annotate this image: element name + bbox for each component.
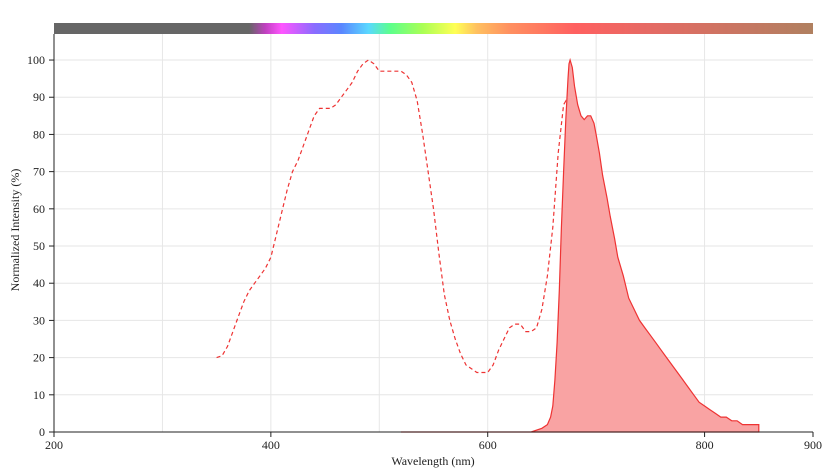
x-tick-label: 800 <box>696 438 714 452</box>
y-axis-title: Normalized Intensity (%) <box>8 169 22 292</box>
y-tick-label: 90 <box>33 90 45 104</box>
excitation-line <box>216 59 615 433</box>
axes <box>53 34 813 433</box>
spectrum-color-bar <box>54 23 813 34</box>
x-tick-label: 400 <box>262 438 280 452</box>
y-tick-label: 60 <box>33 202 45 216</box>
y-tick-label: 80 <box>33 127 45 141</box>
y-tick-label: 20 <box>33 351 45 365</box>
grid-lines <box>54 34 813 432</box>
series-layer <box>216 57 760 433</box>
x-tick-label: 900 <box>804 438 822 452</box>
y-tick-label: 40 <box>33 276 45 290</box>
y-tick-label: 50 <box>33 239 45 253</box>
y-tick-label: 10 <box>33 388 45 402</box>
y-tick-label: 70 <box>33 165 45 179</box>
x-axis-title: Wavelength (nm) <box>391 454 474 468</box>
x-tick-label: 200 <box>45 438 63 452</box>
x-axis-ticks: 200 400 600 800 900 <box>45 432 822 452</box>
y-axis-ticks: 0 10 20 30 40 50 60 70 80 90 100 <box>27 53 54 439</box>
x-tick-label: 600 <box>479 438 497 452</box>
y-tick-label: 0 <box>39 425 45 439</box>
y-tick-label: 30 <box>33 313 45 327</box>
y-tick-label: 100 <box>27 53 45 67</box>
emission-area <box>401 57 760 433</box>
